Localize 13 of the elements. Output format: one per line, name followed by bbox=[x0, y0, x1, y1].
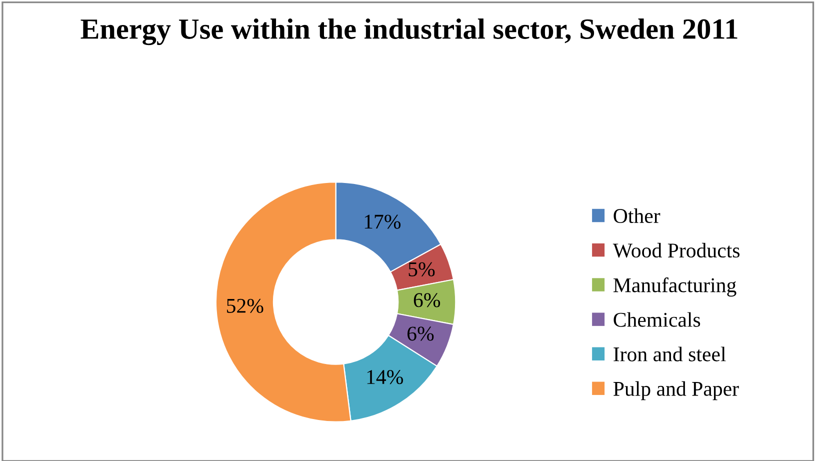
data-label: 17% bbox=[364, 214, 401, 229]
data-label: 6% bbox=[407, 326, 434, 341]
data-label: 14% bbox=[367, 370, 403, 384]
chart-title: Energy Use within the industrial sector, Sweden 2011 bbox=[80, 18, 738, 46]
data-label: 6% bbox=[414, 293, 440, 308]
data-label: 52% bbox=[226, 298, 264, 313]
legend-label: Manufacturing bbox=[613, 277, 736, 297]
legend-label: Pulp and Paper bbox=[613, 381, 739, 400]
legend-label: Other bbox=[614, 208, 660, 224]
legend-label: Iron and steel bbox=[614, 346, 726, 362]
legend-label: Chemicals bbox=[614, 312, 700, 327]
data-label: 5% bbox=[408, 262, 435, 276]
legend-label: Wood Products bbox=[612, 242, 740, 258]
